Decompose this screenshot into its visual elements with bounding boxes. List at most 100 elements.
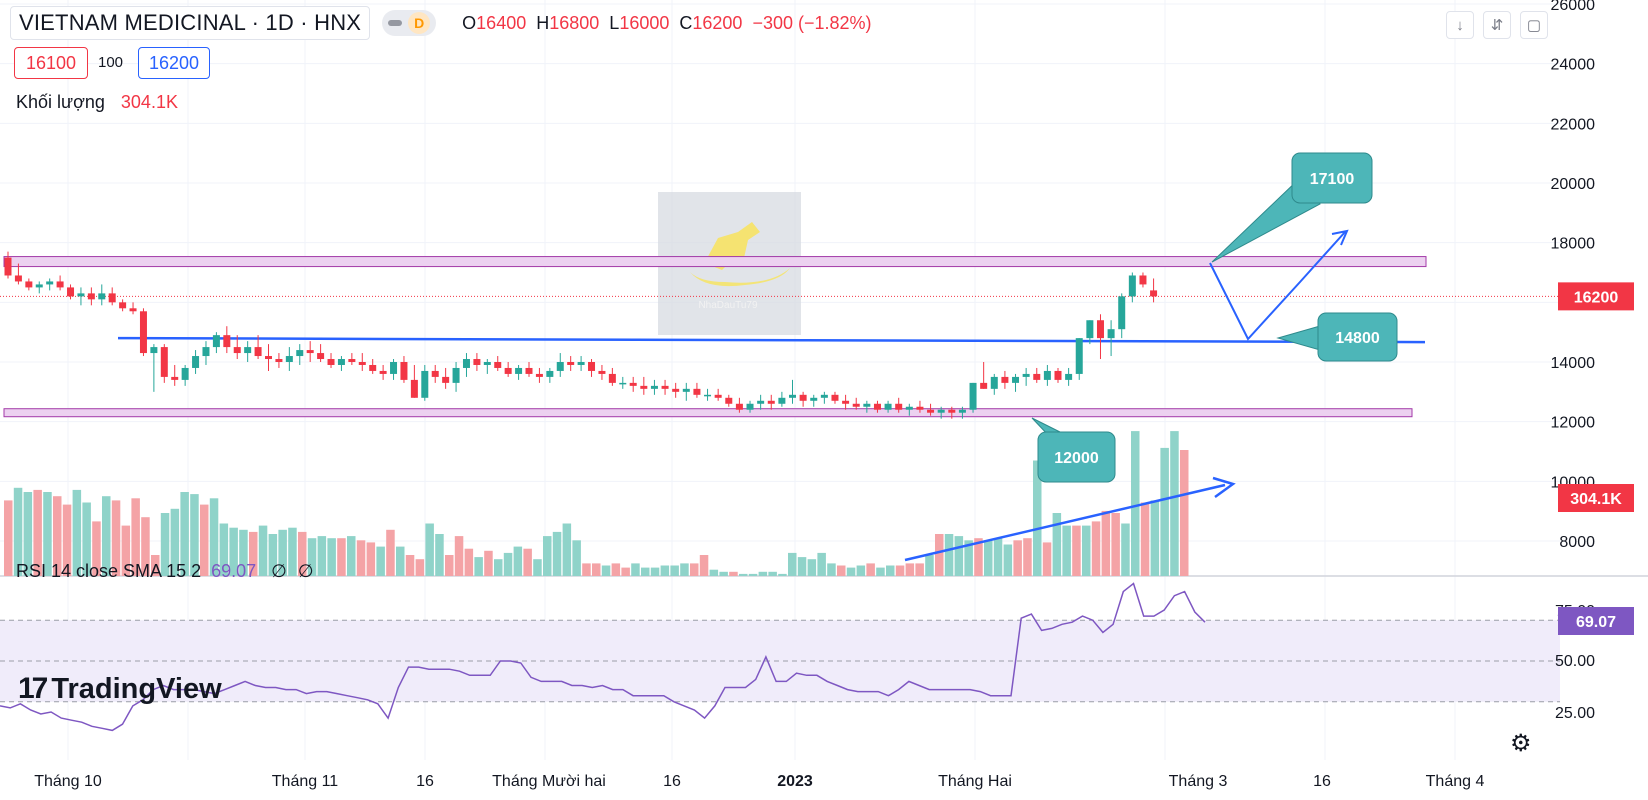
last-volume-tag-label: 304.1K bbox=[1570, 491, 1622, 508]
candle-body bbox=[46, 281, 54, 285]
volume-bar bbox=[454, 536, 464, 576]
candle-body bbox=[608, 373, 616, 383]
arrow-down-icon[interactable]: ↓ bbox=[1446, 11, 1474, 39]
candle-body bbox=[588, 362, 596, 371]
candle-body bbox=[693, 388, 701, 395]
volume-bar bbox=[621, 567, 630, 576]
volume-bar bbox=[650, 567, 660, 576]
time-axis[interactable]: Tháng 10 Tháng 11 16 Tháng Mười hai 16 2023 Th… bbox=[34, 773, 1484, 790]
volume-bar bbox=[1033, 460, 1042, 576]
volume-bar bbox=[92, 521, 101, 576]
candle-body bbox=[98, 293, 106, 300]
candle-body bbox=[139, 311, 147, 354]
bid-price-button[interactable]: 16100 bbox=[14, 47, 88, 79]
volume-bar bbox=[611, 563, 621, 576]
volume-bar bbox=[160, 513, 170, 576]
candle-body bbox=[873, 403, 881, 410]
candle-body bbox=[916, 406, 924, 410]
volume-bar bbox=[484, 550, 493, 576]
volume-bar bbox=[758, 571, 768, 576]
candle-body bbox=[150, 347, 158, 354]
symbol-title[interactable]: VIETNAM MEDICINAL · 1D · HNX bbox=[10, 6, 371, 40]
candle-body bbox=[192, 356, 200, 368]
volume-bar bbox=[601, 565, 611, 576]
volume-bar bbox=[317, 536, 327, 576]
last-price-tag bbox=[1558, 282, 1634, 311]
volume-bar bbox=[111, 500, 121, 576]
interval-badge: D bbox=[408, 12, 431, 34]
volume-bar bbox=[337, 538, 346, 576]
annotations: 17100 14800 12000 bbox=[904, 152, 1398, 562]
volume-bar bbox=[1052, 513, 1062, 576]
volume-bar bbox=[53, 496, 62, 576]
volume-bar bbox=[788, 552, 797, 576]
candle-body bbox=[778, 397, 786, 404]
candle-body bbox=[35, 284, 43, 288]
candle-body bbox=[265, 356, 272, 360]
volume-bar bbox=[1062, 525, 1071, 576]
volume-bar bbox=[680, 563, 689, 576]
volume-bar bbox=[396, 546, 405, 576]
rsi-line bbox=[0, 582, 1206, 732]
volume-bar bbox=[356, 540, 366, 576]
collapse-icon[interactable]: ⇵ bbox=[1483, 11, 1511, 39]
volume-bar bbox=[278, 529, 287, 576]
volume-legend: Khối lượng 304.1K bbox=[16, 92, 178, 113]
candle-body bbox=[863, 403, 871, 407]
candle-body bbox=[390, 362, 398, 374]
time-tick-label: Tháng 11 bbox=[272, 773, 339, 790]
rsi-label-text: RSI 14 close SMA 15 2 bbox=[16, 561, 202, 581]
volume-bar bbox=[690, 563, 699, 576]
callout-support-box bbox=[1317, 312, 1398, 362]
last-volume-tag bbox=[1558, 484, 1634, 512]
callout-resistance-box bbox=[1291, 152, 1373, 204]
ask-price-button[interactable]: 16200 bbox=[138, 47, 210, 79]
volume-bar bbox=[729, 571, 738, 576]
volume-bar bbox=[494, 559, 503, 576]
fullscreen-icon[interactable]: ▢ bbox=[1520, 11, 1548, 39]
interval-toggle[interactable]: D bbox=[382, 10, 437, 36]
price-tick-label: 18000 bbox=[1551, 236, 1596, 253]
candle-body bbox=[473, 359, 481, 365]
candle-body bbox=[577, 362, 585, 365]
price-axis[interactable]: 2600024000220002000018000140001200010000… bbox=[1551, 0, 1635, 722]
candle-body bbox=[1139, 275, 1147, 285]
candle-body bbox=[546, 370, 554, 377]
gear-icon[interactable]: ⚙ bbox=[1510, 730, 1532, 757]
eye-toggle-icon bbox=[388, 20, 403, 26]
volume-bar bbox=[719, 571, 728, 576]
candle-body bbox=[223, 335, 231, 348]
volume-bar bbox=[464, 548, 474, 576]
volume-bar bbox=[562, 523, 572, 576]
tradingview-logo[interactable]: 17 TradingView bbox=[18, 672, 222, 706]
candle-body bbox=[831, 394, 839, 401]
candle-body bbox=[1075, 338, 1083, 374]
volume-bar bbox=[670, 565, 679, 576]
time-tick-label: 16 bbox=[416, 773, 434, 790]
volume-bar bbox=[1023, 538, 1032, 576]
volume-bar bbox=[376, 546, 385, 576]
volume-bar bbox=[258, 525, 268, 576]
volume-bars bbox=[4, 431, 1189, 576]
candle-body bbox=[1086, 320, 1094, 339]
candle-body bbox=[285, 356, 293, 362]
candle-body bbox=[1054, 370, 1062, 380]
candle-body bbox=[672, 388, 680, 392]
candle-body bbox=[767, 400, 775, 404]
candle-body bbox=[1043, 370, 1051, 380]
volume-bar bbox=[827, 563, 836, 576]
volume-bar bbox=[856, 565, 866, 576]
candle-body bbox=[202, 347, 210, 357]
candle-body bbox=[452, 367, 460, 383]
candle-body bbox=[327, 359, 335, 365]
candle-body bbox=[1012, 376, 1020, 383]
volume-bar bbox=[797, 557, 807, 576]
candle-body bbox=[442, 376, 450, 383]
volume-bar bbox=[582, 563, 591, 576]
candle-body bbox=[160, 347, 168, 377]
candle-body bbox=[56, 281, 64, 288]
tradingview-mark-icon: 17 bbox=[18, 672, 48, 705]
volume-bar bbox=[239, 529, 248, 576]
candle-body bbox=[1001, 376, 1009, 383]
